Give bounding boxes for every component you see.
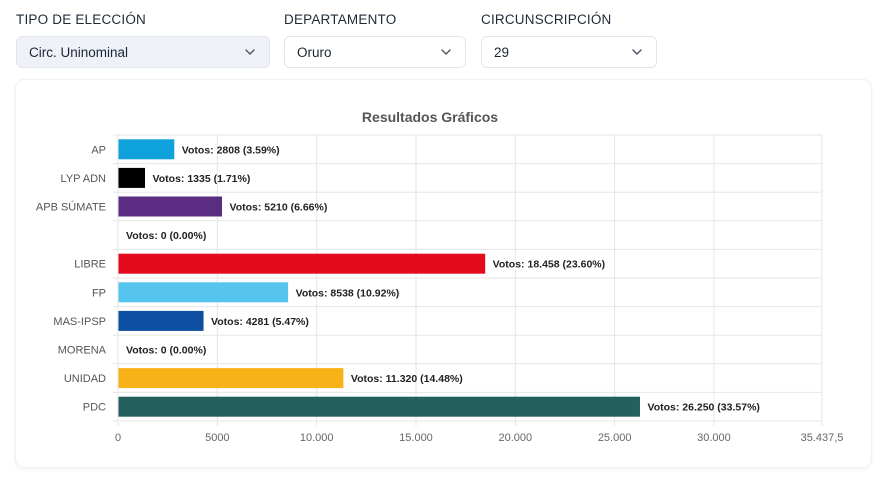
election-type-select[interactable]: Circ. Uninominal — [16, 36, 270, 68]
data-label: Votos: 11.320 (14.48%) — [351, 373, 463, 385]
election-type-value: Circ. Uninominal — [29, 44, 129, 60]
chevron-down-icon — [441, 49, 451, 55]
category-label: AP — [91, 144, 106, 156]
data-label: Votos: 2808 (3.59%) — [182, 144, 280, 156]
category-label: FP — [92, 287, 106, 299]
category-label: APB SÚMATE — [36, 201, 106, 214]
data-label: Votos: 26.250 (33.57%) — [647, 402, 759, 414]
bar[interactable] — [118, 368, 344, 389]
constituency-label: CIRCUNSCRIPCIÓN — [481, 12, 612, 27]
data-label: Votos: 18.458 (23.60%) — [493, 259, 605, 271]
category-label: UNIDAD — [64, 373, 106, 385]
bar[interactable] — [118, 253, 486, 274]
category-label: MAS-IPSP — [53, 316, 106, 328]
election-type-filter: TIPO DE ELECCIÓN Circ. Uninominal — [16, 12, 270, 68]
chevron-down-icon — [632, 49, 642, 55]
data-label: Votos: 0 (0.00%) — [126, 345, 206, 357]
constituency-filter: CIRCUNSCRIPCIÓN 29 — [481, 12, 657, 68]
data-label: Votos: 8538 (10.92%) — [296, 287, 400, 299]
chart-title: Resultados Gráficos — [362, 109, 498, 125]
department-filter: DEPARTAMENTO Oruro — [284, 12, 466, 68]
department-select[interactable]: Oruro — [284, 36, 466, 68]
bar[interactable] — [118, 310, 204, 331]
chart-card: Resultados Gráficos 0 5000 10.000 15.000 20.… — [16, 80, 871, 467]
constituency-value: 29 — [494, 44, 510, 60]
x-tick-label: 10.000 — [300, 432, 334, 444]
bar[interactable] — [118, 167, 146, 188]
results-chart: Resultados Gráficos 0 5000 10.000 15.000 20.… — [36, 109, 844, 444]
x-tick-label: 20.000 — [498, 432, 532, 444]
data-label: Votos: 1335 (1.71%) — [153, 173, 251, 185]
election-type-label: TIPO DE ELECCIÓN — [16, 12, 146, 27]
x-tick-label: 5000 — [205, 432, 229, 444]
bar[interactable] — [118, 139, 175, 160]
x-tick-label: 0 — [115, 432, 121, 444]
data-label: Votos: 5210 (6.66%) — [230, 202, 328, 214]
department-label: DEPARTAMENTO — [284, 12, 397, 27]
data-label: Votos: 0 (0.00%) — [126, 230, 206, 242]
x-tick-label: 15.000 — [399, 432, 433, 444]
bar[interactable] — [118, 196, 223, 217]
data-label: Votos: 4281 (5.47%) — [211, 316, 309, 328]
category-label: MORENA — [58, 345, 107, 357]
constituency-select[interactable]: 29 — [481, 36, 657, 68]
bar[interactable] — [118, 396, 640, 417]
x-tick-label: 35.437,5 — [801, 432, 844, 444]
department-value: Oruro — [297, 44, 332, 60]
chevron-down-icon — [245, 49, 255, 55]
category-label: LIBRE — [74, 259, 106, 271]
category-label: LYP ADN — [61, 173, 107, 185]
x-tick-label: 30.000 — [697, 432, 731, 444]
x-tick-label: 25.000 — [598, 432, 632, 444]
category-label: PDC — [83, 402, 106, 414]
bar[interactable] — [118, 282, 289, 303]
